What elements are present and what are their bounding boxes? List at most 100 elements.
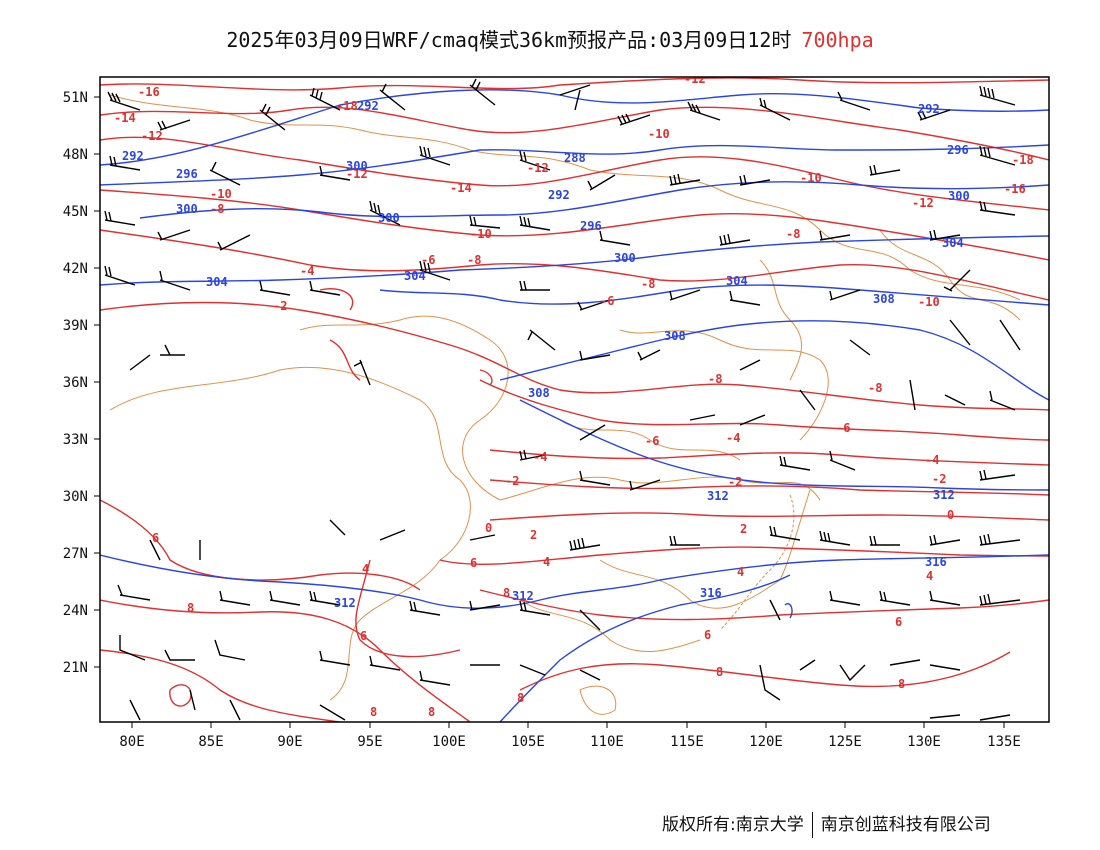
height-label: 304 <box>206 275 228 289</box>
title-text: 2025年03月09日WRF/cmaq模式36km预报产品:03月09日12时 <box>226 28 792 52</box>
temp-label: -4 <box>925 453 939 467</box>
lat-tick-label: 48N <box>63 147 88 163</box>
lat-tick-label: 45N <box>63 204 88 220</box>
lat-tick-label: 39N <box>63 318 88 334</box>
lat-tick-label: 42N <box>63 261 88 277</box>
temp-label: 8 <box>503 586 510 600</box>
height-label: 292 <box>918 102 940 116</box>
footer-divider <box>811 812 813 838</box>
temp-label: -12 <box>527 161 549 175</box>
lon-tick-label: 120E <box>749 734 783 750</box>
copyright-footer: 版权所有:南京大学 南京创蓝科技有限公司 <box>662 810 991 838</box>
temp-label: -12 <box>141 129 163 143</box>
height-label: 300 <box>948 189 970 203</box>
temp-label: 8 <box>428 705 435 719</box>
height-label: 292 <box>548 188 570 202</box>
height-label: 300 <box>378 211 400 225</box>
height-label: 312 <box>334 596 356 610</box>
height-contours <box>100 89 1049 722</box>
temp-label: 8 <box>716 665 723 679</box>
height-label: 288 <box>564 151 586 165</box>
lat-tick-label: 33N <box>63 432 88 448</box>
height-label: 304 <box>726 274 748 288</box>
lon-tick-label: 110E <box>590 734 624 750</box>
height-label: 296 <box>176 167 198 181</box>
temp-label: -6 <box>600 294 614 308</box>
temp-label: 6 <box>704 628 711 642</box>
height-label: 312 <box>933 488 955 502</box>
temp-label: 6 <box>470 556 477 570</box>
temp-label: -2 <box>728 475 742 489</box>
temp-label: -2 <box>273 299 287 313</box>
temp-label: -12 <box>912 196 934 210</box>
temp-label: 8 <box>370 705 377 719</box>
temp-label: 8 <box>898 677 905 691</box>
temp-label: -2 <box>932 472 946 486</box>
temp-label: -4 <box>300 264 314 278</box>
temp-label: -10 <box>210 187 232 201</box>
lat-axis <box>94 96 100 668</box>
height-label: 308 <box>528 386 550 400</box>
temp-label: 4 <box>737 565 744 579</box>
temp-label: 4 <box>362 562 369 576</box>
temp-label: -4 <box>533 450 547 464</box>
lon-tick-label: 125E <box>828 734 862 750</box>
chart-title: 2025年03月09日WRF/cmaq模式36km预报产品:03月09日12时 7… <box>0 24 1100 53</box>
lat-tick-label: 51N <box>63 90 88 106</box>
height-label: 308 <box>873 292 895 306</box>
temp-label: -16 <box>1004 182 1026 196</box>
temp-label: -8 <box>641 277 655 291</box>
temp-label: -6 <box>645 434 659 448</box>
temp-label: -4 <box>726 431 740 445</box>
temp-label: 4 <box>926 569 933 583</box>
temp-label: 8 <box>517 691 524 705</box>
height-label: 300 <box>176 202 198 216</box>
height-label: 312 <box>512 589 534 603</box>
contour-labels: -16 -14 -12 -18 -12 -14 -12 -10 -12 -10 … <box>114 77 1034 719</box>
copyright-company: 南京创蓝科技有限公司 <box>820 815 991 835</box>
temp-label: -8 <box>708 372 722 386</box>
height-label: 292 <box>357 99 379 113</box>
lon-tick-label: 80E <box>119 734 144 750</box>
height-label: 312 <box>707 489 729 503</box>
temp-label: 0 <box>485 521 492 535</box>
temp-label: -2 <box>505 474 519 488</box>
copyright-owner: 版权所有:南京大学 <box>662 815 804 835</box>
temp-label: -16 <box>138 85 160 99</box>
height-label: 292 <box>122 149 144 163</box>
height-label: 304 <box>942 236 964 250</box>
lon-tick-label: 85E <box>198 734 223 750</box>
plot-frame <box>99 76 1050 723</box>
height-label: 304 <box>404 269 426 283</box>
temp-label: 0 <box>947 508 954 522</box>
temp-label: 6 <box>895 615 902 629</box>
lon-tick-label: 105E <box>511 734 545 750</box>
temp-label: -8 <box>786 227 800 241</box>
temp-label: -8 <box>467 253 481 267</box>
temp-label: 4 <box>543 555 550 569</box>
height-label: 296 <box>947 143 969 157</box>
lat-tick-label: 24N <box>63 603 88 619</box>
lat-tick-label: 36N <box>63 375 88 391</box>
temp-label: -12 <box>346 167 368 181</box>
height-label: 300 <box>346 159 368 173</box>
lon-tick-label: 130E <box>907 734 941 750</box>
wind-barbs <box>104 78 1021 721</box>
lon-tick-label: 100E <box>432 734 466 750</box>
lon-tick-label: 95E <box>357 734 382 750</box>
temp-label: 6 <box>152 531 159 545</box>
lon-axis <box>131 722 1005 728</box>
height-label: 296 <box>580 219 602 233</box>
lat-tick-label: 30N <box>63 489 88 505</box>
temp-label: -8 <box>210 202 224 216</box>
lon-labels: 80E 85E 90E 95E 100E 105E 110E 115E 120E… <box>119 734 1021 750</box>
temp-label: -10 <box>918 295 940 309</box>
temp-label: -14 <box>114 111 136 125</box>
height-label: 316 <box>700 586 722 600</box>
pressure-level: 700hpa <box>801 28 874 52</box>
temp-label: -8 <box>868 381 882 395</box>
temp-label: -6 <box>836 421 850 435</box>
temperature-contours <box>100 77 1049 722</box>
temp-label: -14 <box>450 181 472 195</box>
height-label: 300 <box>614 251 636 265</box>
